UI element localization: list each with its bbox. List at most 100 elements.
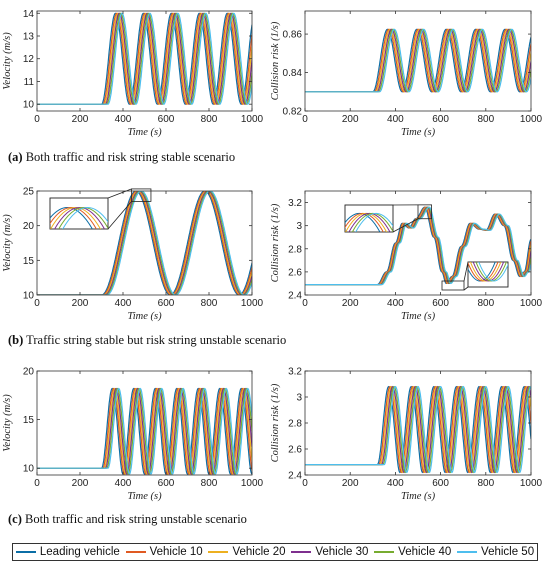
legend-swatch [125, 551, 146, 553]
x-tick-label: 0 [302, 298, 308, 309]
x-axis-label: Time (s) [127, 491, 162, 502]
x-tick-label: 1000 [520, 478, 543, 489]
x-tick-label: 800 [201, 478, 218, 489]
legend-swatch [208, 551, 229, 553]
x-tick-label: 600 [432, 478, 449, 489]
caption-c: (c) Both traffic and risk string unstabl… [8, 512, 247, 527]
y-tick-label: 20 [23, 367, 35, 378]
plot-frame [36, 10, 253, 112]
zoom-curve [50, 207, 93, 229]
x-tick-label: 0 [34, 478, 40, 489]
caption-a-text: Both traffic and risk string stable scen… [22, 150, 236, 164]
y-tick-label: 20 [23, 221, 35, 232]
x-tick-label: 0 [34, 298, 40, 309]
series-line-vehicle-50 [37, 387, 252, 475]
series-line-leading-vehicle [37, 191, 252, 295]
series-group [37, 387, 252, 475]
x-tick-label: 1000 [520, 114, 543, 125]
zoom-connector [107, 201, 132, 230]
legend-swatch [457, 551, 478, 553]
x-tick-label: 800 [477, 114, 494, 125]
panel-a-velocity: 0 200 400 600 800 1000 10 11 12 13 14 Time (s) Veloc… [2, 9, 264, 138]
x-tick-label: 1000 [241, 478, 264, 489]
zoom-curves [50, 207, 108, 229]
zoom-connector [107, 188, 132, 199]
series-group [305, 28, 531, 93]
x-axis-label: Time (s) [127, 127, 162, 138]
x-tick-label: 800 [477, 298, 494, 309]
zoom-curve [50, 207, 97, 229]
y-tick-label: 25 [23, 187, 35, 198]
y-tick-label: 15 [23, 415, 35, 426]
y-tick-label: 14 [23, 9, 35, 20]
zoom-curve [478, 262, 508, 282]
legend-label: Vehicle 50 [481, 546, 535, 558]
legend-item: Vehicle 30 [291, 546, 368, 558]
zoom-curves [345, 213, 393, 232]
y-tick-label: 10 [23, 464, 35, 475]
plot-frame [304, 190, 532, 296]
y-tick-label: 0.84 [283, 68, 303, 79]
panel-c-velocity: 0 200 400 600 800 1000 10 15 20 Time (s) Velocity … [2, 367, 264, 503]
x-tick-label: 600 [158, 114, 175, 125]
y-tick-label: 0.82 [283, 107, 303, 118]
x-axis-label: Time (s) [127, 311, 162, 322]
series-line-vehicle-20 [37, 191, 252, 295]
x-tick-label: 800 [477, 478, 494, 489]
panel-b-risk: 0 200 400 600 800 1000 2.4 2.6 2.8 3 3.2 Time (s) Co… [270, 190, 543, 322]
y-tick-label: 10 [23, 100, 35, 111]
zoom-inset [344, 204, 394, 233]
x-axis-label: Time (s) [401, 311, 436, 322]
x-tick-label: 1000 [241, 298, 264, 309]
x-tick-label: 200 [72, 298, 89, 309]
zoom-curve [58, 207, 108, 229]
zoom-curve [62, 207, 108, 229]
plot-frame [304, 10, 532, 112]
caption-b: (b) Traffic string stable but risk strin… [8, 333, 286, 348]
x-tick-label: 200 [72, 478, 89, 489]
series-line-vehicle-50 [305, 28, 531, 93]
x-tick-label: 800 [201, 298, 218, 309]
panel-a-risk: 0 200 400 600 800 1000 0.82 0.84 0.86 Time (s) Col… [270, 10, 543, 138]
zoom-connector [463, 261, 469, 282]
y-tick-label: 10 [23, 291, 35, 302]
plot-frame [36, 370, 253, 476]
y-tick-label: 13 [23, 32, 35, 43]
x-tick-label: 200 [342, 478, 359, 489]
y-axis-label: Collision risk (1/s) [270, 21, 281, 100]
zoom-marker [417, 204, 432, 220]
x-tick-label: 0 [302, 114, 308, 125]
panel-c-risk: 0 200 400 600 800 1000 2.4 2.6 2.8 3 3.2 Time (s) Co… [270, 367, 543, 503]
legend-label: Vehicle 10 [149, 546, 203, 558]
legend-item: Vehicle 50 [457, 546, 534, 558]
caption-c-text: Both traffic and risk string unstable sc… [21, 512, 247, 526]
x-tick-label: 600 [432, 298, 449, 309]
y-axis-label: Collision risk (1/s) [270, 203, 281, 282]
x-tick-label: 600 [158, 478, 175, 489]
x-tick-label: 200 [342, 114, 359, 125]
legend-item: Leading vehicle [15, 546, 120, 558]
y-tick-label: 12 [23, 54, 35, 65]
x-tick-label: 200 [342, 298, 359, 309]
legend-swatch [291, 551, 312, 553]
x-tick-label: 400 [387, 298, 404, 309]
legend-label: Vehicle 40 [398, 546, 452, 558]
x-tick-label: 800 [201, 114, 218, 125]
plot-frame [36, 190, 253, 296]
zoom-marker [131, 188, 152, 202]
zoom-connector [392, 218, 419, 233]
zoom-curve [54, 207, 106, 229]
y-tick-label: 2.8 [288, 419, 302, 430]
caption-b-letter: (b) [8, 333, 24, 347]
legend: Leading vehicle Vehicle 10 Vehicle 20 Ve… [12, 543, 538, 561]
y-axis-label: Velocity (m/s) [2, 32, 13, 90]
y-tick-label: 15 [23, 256, 35, 267]
series-line-vehicle-50 [305, 385, 531, 474]
x-tick-label: 400 [115, 478, 132, 489]
x-tick-label: 1000 [520, 298, 543, 309]
y-axis-label: Collision risk (1/s) [270, 383, 281, 462]
y-tick-label: 2.6 [288, 267, 302, 278]
y-tick-label: 3.2 [288, 367, 302, 378]
legend-item: Vehicle 10 [125, 546, 203, 558]
